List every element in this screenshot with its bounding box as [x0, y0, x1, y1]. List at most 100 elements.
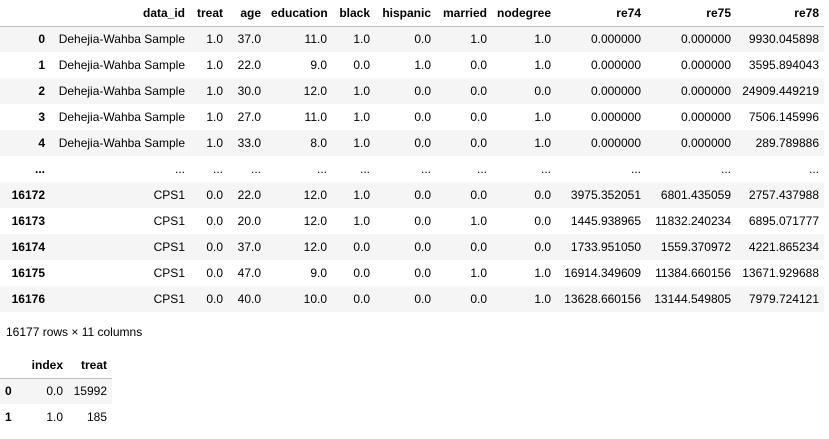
table-cell: 1.0 — [353, 32, 370, 47]
row-index: 4 — [38, 136, 45, 150]
table-cell: 0.000000 — [680, 32, 731, 47]
table-cell: ... — [476, 162, 487, 176]
row-index: ... — [34, 162, 45, 176]
table-cell: 37.0 — [237, 32, 261, 47]
table-row: 3 Dehejia-Wahba Sample 1.0 27.0 11.0 1.0 0.0 0.… — [0, 104, 824, 130]
table-cell: 33.0 — [237, 136, 261, 150]
table-cell: 0.0 — [206, 292, 223, 306]
table-cell: Dehejia-Wahba Sample — [58, 110, 185, 124]
column-header: treat — [190, 0, 228, 27]
table-cell: 0.000000 — [590, 136, 641, 150]
table-cell: 0.0 — [414, 266, 431, 280]
table-cell: 0.0 — [414, 84, 431, 98]
table-row: 16175 CPS1 0.0 47.0 9.0 0.0 0.0 1.0 1.0 16914.349… — [0, 260, 824, 286]
table-cell: 24909.449219 — [742, 84, 819, 98]
table-cell: 0.0 — [414, 240, 431, 254]
column-header: re78 — [736, 0, 824, 27]
table-cell: 1.0 — [470, 266, 487, 280]
table-cell: 1.0 — [206, 84, 223, 98]
table-cell: 0.0 — [470, 188, 487, 202]
table-cell: 0.0 — [206, 214, 223, 228]
table-cell: 1445.938965 — [570, 214, 641, 228]
corner-cell — [0, 352, 24, 379]
table-cell: 7979.724121 — [748, 292, 819, 306]
table-cell: 289.789886 — [755, 136, 819, 150]
table-cell: 1.0 — [206, 58, 223, 72]
table-cell: 11832.240234 — [655, 214, 731, 228]
row-index: 0 — [38, 32, 45, 47]
dataframe: index treat 0 0.0 15992 1 1.0 185 — [0, 352, 112, 430]
table-cell: 0.0 — [414, 188, 431, 202]
table-cell: 0.0 — [206, 240, 223, 254]
table-cell: 10.0 — [303, 292, 327, 306]
table-cell: 0.0 — [353, 240, 370, 254]
column-header: married — [436, 0, 492, 27]
table-cell: 1.0 — [46, 410, 63, 424]
row-index: 1 — [5, 410, 12, 424]
table-cell: Dehejia-Wahba Sample — [58, 32, 185, 47]
table-cell: Dehejia-Wahba Sample — [58, 136, 185, 150]
table-cell: 1.0 — [353, 84, 370, 98]
table-cell: 15992 — [73, 384, 107, 399]
table-cell: 0.000000 — [680, 110, 731, 124]
table-cell: 0.0 — [414, 214, 431, 228]
table-cell: 0.0 — [534, 240, 551, 254]
table-cell: CPS1 — [153, 188, 185, 202]
table-cell: CPS1 — [153, 266, 185, 280]
table-cell: 4221.865234 — [748, 240, 819, 254]
table-cell: 0.0 — [470, 110, 487, 124]
table-cell: 0.000000 — [680, 58, 731, 72]
table-cell: 0.000000 — [590, 32, 641, 47]
table-row: 1 Dehejia-Wahba Sample 1.0 22.0 9.0 0.0 1.0 0.0… — [0, 52, 824, 78]
table-cell: 37.0 — [237, 240, 261, 254]
table-cell: 13144.549805 — [654, 292, 731, 306]
table-cell: 1733.951050 — [570, 240, 641, 254]
table-cell: 0.000000 — [680, 84, 731, 98]
table-cell: 40.0 — [237, 292, 261, 306]
table-cell: 1.0 — [470, 32, 487, 47]
table-cell: 1.0 — [353, 188, 370, 202]
table-cell: 0.0 — [534, 84, 551, 98]
column-header: re75 — [646, 0, 736, 27]
table-cell: 1.0 — [353, 110, 370, 124]
table-cell: 0.0 — [534, 214, 551, 228]
table-cell: 1.0 — [534, 136, 551, 150]
table-cell: 185 — [86, 410, 107, 424]
table-cell: 22.0 — [237, 188, 261, 202]
table-cell: 0.0 — [414, 136, 431, 150]
table-cell: 3595.894043 — [748, 58, 819, 72]
column-header: index — [24, 352, 68, 379]
table-cell: 1.0 — [470, 214, 487, 228]
table-cell: 0.0 — [470, 240, 487, 254]
table-cell: 1.0 — [206, 136, 223, 150]
table-cell: CPS1 — [153, 292, 185, 306]
table-cell: 12.0 — [303, 188, 327, 202]
table-row: 0 0.0 15992 — [0, 378, 112, 404]
table-row: 16176 CPS1 0.0 40.0 10.0 0.0 0.0 0.0 1.0 13628.66… — [0, 286, 824, 312]
column-header: education — [266, 0, 332, 27]
table-cell: 0.000000 — [590, 84, 641, 98]
column-header: nodegree — [492, 0, 556, 27]
table-cell: 20.0 — [237, 214, 261, 228]
table-row: 1 1.0 185 — [0, 404, 112, 430]
row-index: 16173 — [11, 214, 45, 228]
table-cell: 47.0 — [237, 266, 261, 280]
table-cell: 30.0 — [237, 84, 261, 98]
table-cell: 27.0 — [237, 110, 261, 124]
column-header: hispanic — [375, 0, 436, 27]
row-index: 16172 — [11, 188, 45, 202]
table-cell: 9.0 — [310, 266, 327, 280]
table-cell: 0.0 — [46, 384, 63, 399]
column-header: re74 — [556, 0, 646, 27]
table-cell: 1.0 — [534, 292, 551, 306]
table-cell: ... — [174, 162, 185, 176]
table-cell: ... — [212, 162, 223, 176]
table-cell: 1.0 — [206, 32, 223, 47]
table-cell: 1.0 — [353, 214, 370, 228]
table-cell: 13628.660156 — [564, 292, 641, 306]
header-row: index treat — [0, 352, 112, 379]
table-row: 4 Dehejia-Wahba Sample 1.0 33.0 8.0 1.0 0.0 0.0… — [0, 130, 824, 156]
table-cell: 3975.352051 — [570, 188, 641, 202]
table-cell: ... — [420, 162, 431, 176]
table-cell: 12.0 — [303, 84, 327, 98]
